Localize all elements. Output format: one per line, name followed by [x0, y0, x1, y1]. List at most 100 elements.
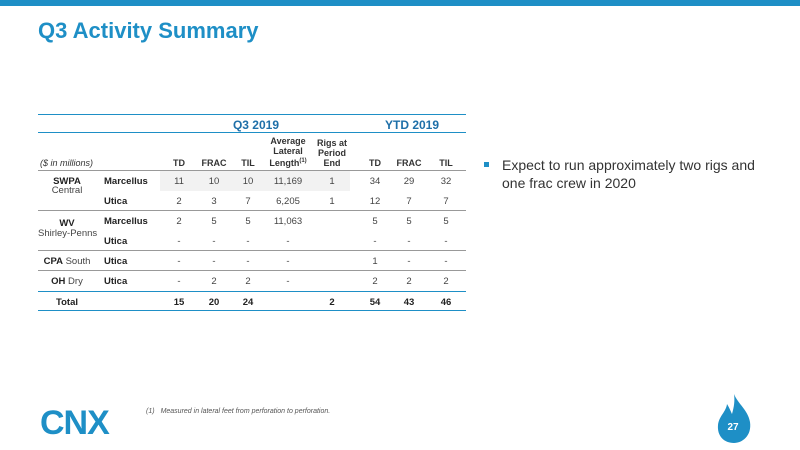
cell-ytd-til: - [444, 256, 448, 267]
table-row: SWPA Marcellus 11 10 10 11,169 1 34 29 3… [38, 171, 466, 191]
cell-ytd-td: 5 [372, 216, 378, 227]
cell-ytd-td: 2 [372, 276, 378, 287]
cell-ytd-til: 2 [443, 276, 449, 287]
page-number: 27 [727, 422, 739, 433]
total-ytd-frac: 43 [403, 297, 415, 308]
header-rigs-line3: End [323, 158, 341, 168]
bullet-square-icon [484, 162, 489, 167]
header-ytd-td: TD [369, 158, 381, 168]
units-label: ($ in millions) [40, 158, 94, 168]
cell-ytd-til: - [444, 236, 448, 247]
cell-frac: 5 [211, 216, 217, 227]
cell-ytd-frac: 2 [406, 276, 412, 287]
cell-til: - [246, 236, 250, 247]
table-column-header: ($ in millions) TD FRAC TIL Average Late… [38, 133, 466, 171]
cell-td: - [177, 276, 181, 287]
cell-til: 7 [245, 196, 251, 207]
table-row: Shirley-Penns Utica - - - - - - - [38, 228, 466, 251]
region-swpa: SWPA [53, 176, 81, 187]
cell-td: 11 [174, 176, 184, 187]
cell-ytd-til: 32 [440, 176, 452, 187]
cell-frac: 2 [211, 276, 217, 287]
cell-frac: - [212, 236, 216, 247]
activity-table: Q3 2019 YTD 2019 ($ in millions) TD FRAC… [38, 114, 466, 311]
header-frac: FRAC [201, 158, 227, 168]
region-wv: WV [59, 218, 75, 229]
play-label: Utica [104, 256, 128, 267]
cell-ytd-frac: 5 [406, 216, 412, 227]
table-group-header: Q3 2019 YTD 2019 [38, 114, 466, 133]
play-label: Utica [104, 276, 128, 287]
table-row: Central Utica 2 3 7 6,205 1 12 7 7 [38, 185, 466, 211]
cell-ytd-frac: 29 [403, 176, 415, 187]
header-rigs-line1: Rigs at [316, 138, 347, 148]
cell-frac: - [212, 256, 216, 267]
flame-icon [717, 394, 751, 443]
cell-ytd-td: 34 [369, 176, 381, 187]
cell-til: 2 [245, 276, 251, 287]
cell-til: 10 [242, 176, 254, 187]
table-total-row: Total 15 20 24 2 54 43 46 [38, 291, 466, 311]
region-swpa-sub: Central [51, 185, 83, 196]
total-frac: 20 [208, 297, 220, 308]
cell-lateral: - [286, 236, 290, 247]
logo-text: CNX [40, 404, 110, 440]
play-label: Marcellus [104, 176, 148, 187]
cell-lateral: - [286, 276, 290, 287]
header-til: TIL [241, 158, 255, 168]
play-label: Utica [104, 236, 128, 247]
cell-ytd-td: 12 [369, 196, 381, 207]
play-label: Marcellus [104, 216, 148, 227]
page-title: Q3 Activity Summary [38, 18, 259, 43]
region-wv-sub: Shirley-Penns [38, 228, 98, 239]
footnote-text: Measured in lateral feet from perforatio… [160, 408, 331, 415]
header-ytd-frac: FRAC [396, 158, 422, 168]
header-lateral-footnote: (1) [299, 158, 307, 164]
total-ytd-til: 46 [440, 297, 452, 308]
total-rigs: 2 [329, 297, 335, 308]
cell-frac: 10 [208, 176, 220, 187]
header-lateral-line2: Lateral [273, 146, 303, 156]
total-til: 24 [242, 297, 254, 308]
cell-ytd-frac: - [407, 256, 411, 267]
cell-frac: 3 [211, 196, 217, 207]
cell-lateral: 6,205 [276, 196, 300, 207]
total-ytd-td: 54 [369, 297, 381, 308]
cell-ytd-frac: - [407, 236, 411, 247]
header-ytd-til: TIL [439, 158, 453, 168]
region-cpa: CPA South [43, 256, 91, 267]
header-rigs: Rigs at Period End [316, 138, 348, 168]
cell-til: - [246, 256, 250, 267]
cell-td: 2 [176, 196, 182, 207]
footnote-mark: (1) [146, 408, 155, 415]
cell-lateral: 11,169 [273, 176, 303, 187]
total-td: 15 [173, 297, 185, 308]
header-td: TD [173, 158, 185, 168]
cell-ytd-til: 7 [443, 196, 449, 207]
bullet-text: Expect to run approximately two rigs and… [502, 157, 755, 191]
cell-rigs: 1 [329, 196, 335, 207]
cell-td: - [177, 236, 181, 247]
cell-til: 5 [245, 216, 251, 227]
cnx-logo: CNX [40, 402, 136, 442]
footnote: (1) Measured in lateral feet from perfora… [146, 408, 330, 415]
table-row: WV Marcellus 2 5 5 11,063 5 5 5 [38, 211, 466, 231]
cell-lateral: 11,063 [273, 216, 303, 227]
bullet-list: Expect to run approximately two rigs and… [484, 156, 774, 192]
header-lateral-length: Average Lateral Length(1) [266, 136, 310, 168]
group-q3-label: Q3 2019 [232, 118, 280, 132]
play-label: Utica [104, 196, 128, 207]
header-lateral-line1: Average [270, 136, 306, 146]
cell-td: 2 [176, 216, 182, 227]
cell-rigs: 1 [329, 176, 335, 187]
header-lateral-line3: Length [269, 158, 300, 168]
top-accent-bar [0, 0, 800, 6]
table-row: OH Dry Utica - 2 2 - 2 2 2 [38, 271, 466, 291]
cell-ytd-td: 1 [372, 256, 378, 267]
header-rigs-line2: Period [317, 148, 346, 158]
cell-ytd-til: 5 [443, 216, 449, 227]
cell-ytd-td: - [373, 236, 377, 247]
table-row: CPA South Utica - - - - 1 - - [38, 251, 466, 271]
cell-lateral: - [286, 256, 290, 267]
cell-td: - [177, 256, 181, 267]
